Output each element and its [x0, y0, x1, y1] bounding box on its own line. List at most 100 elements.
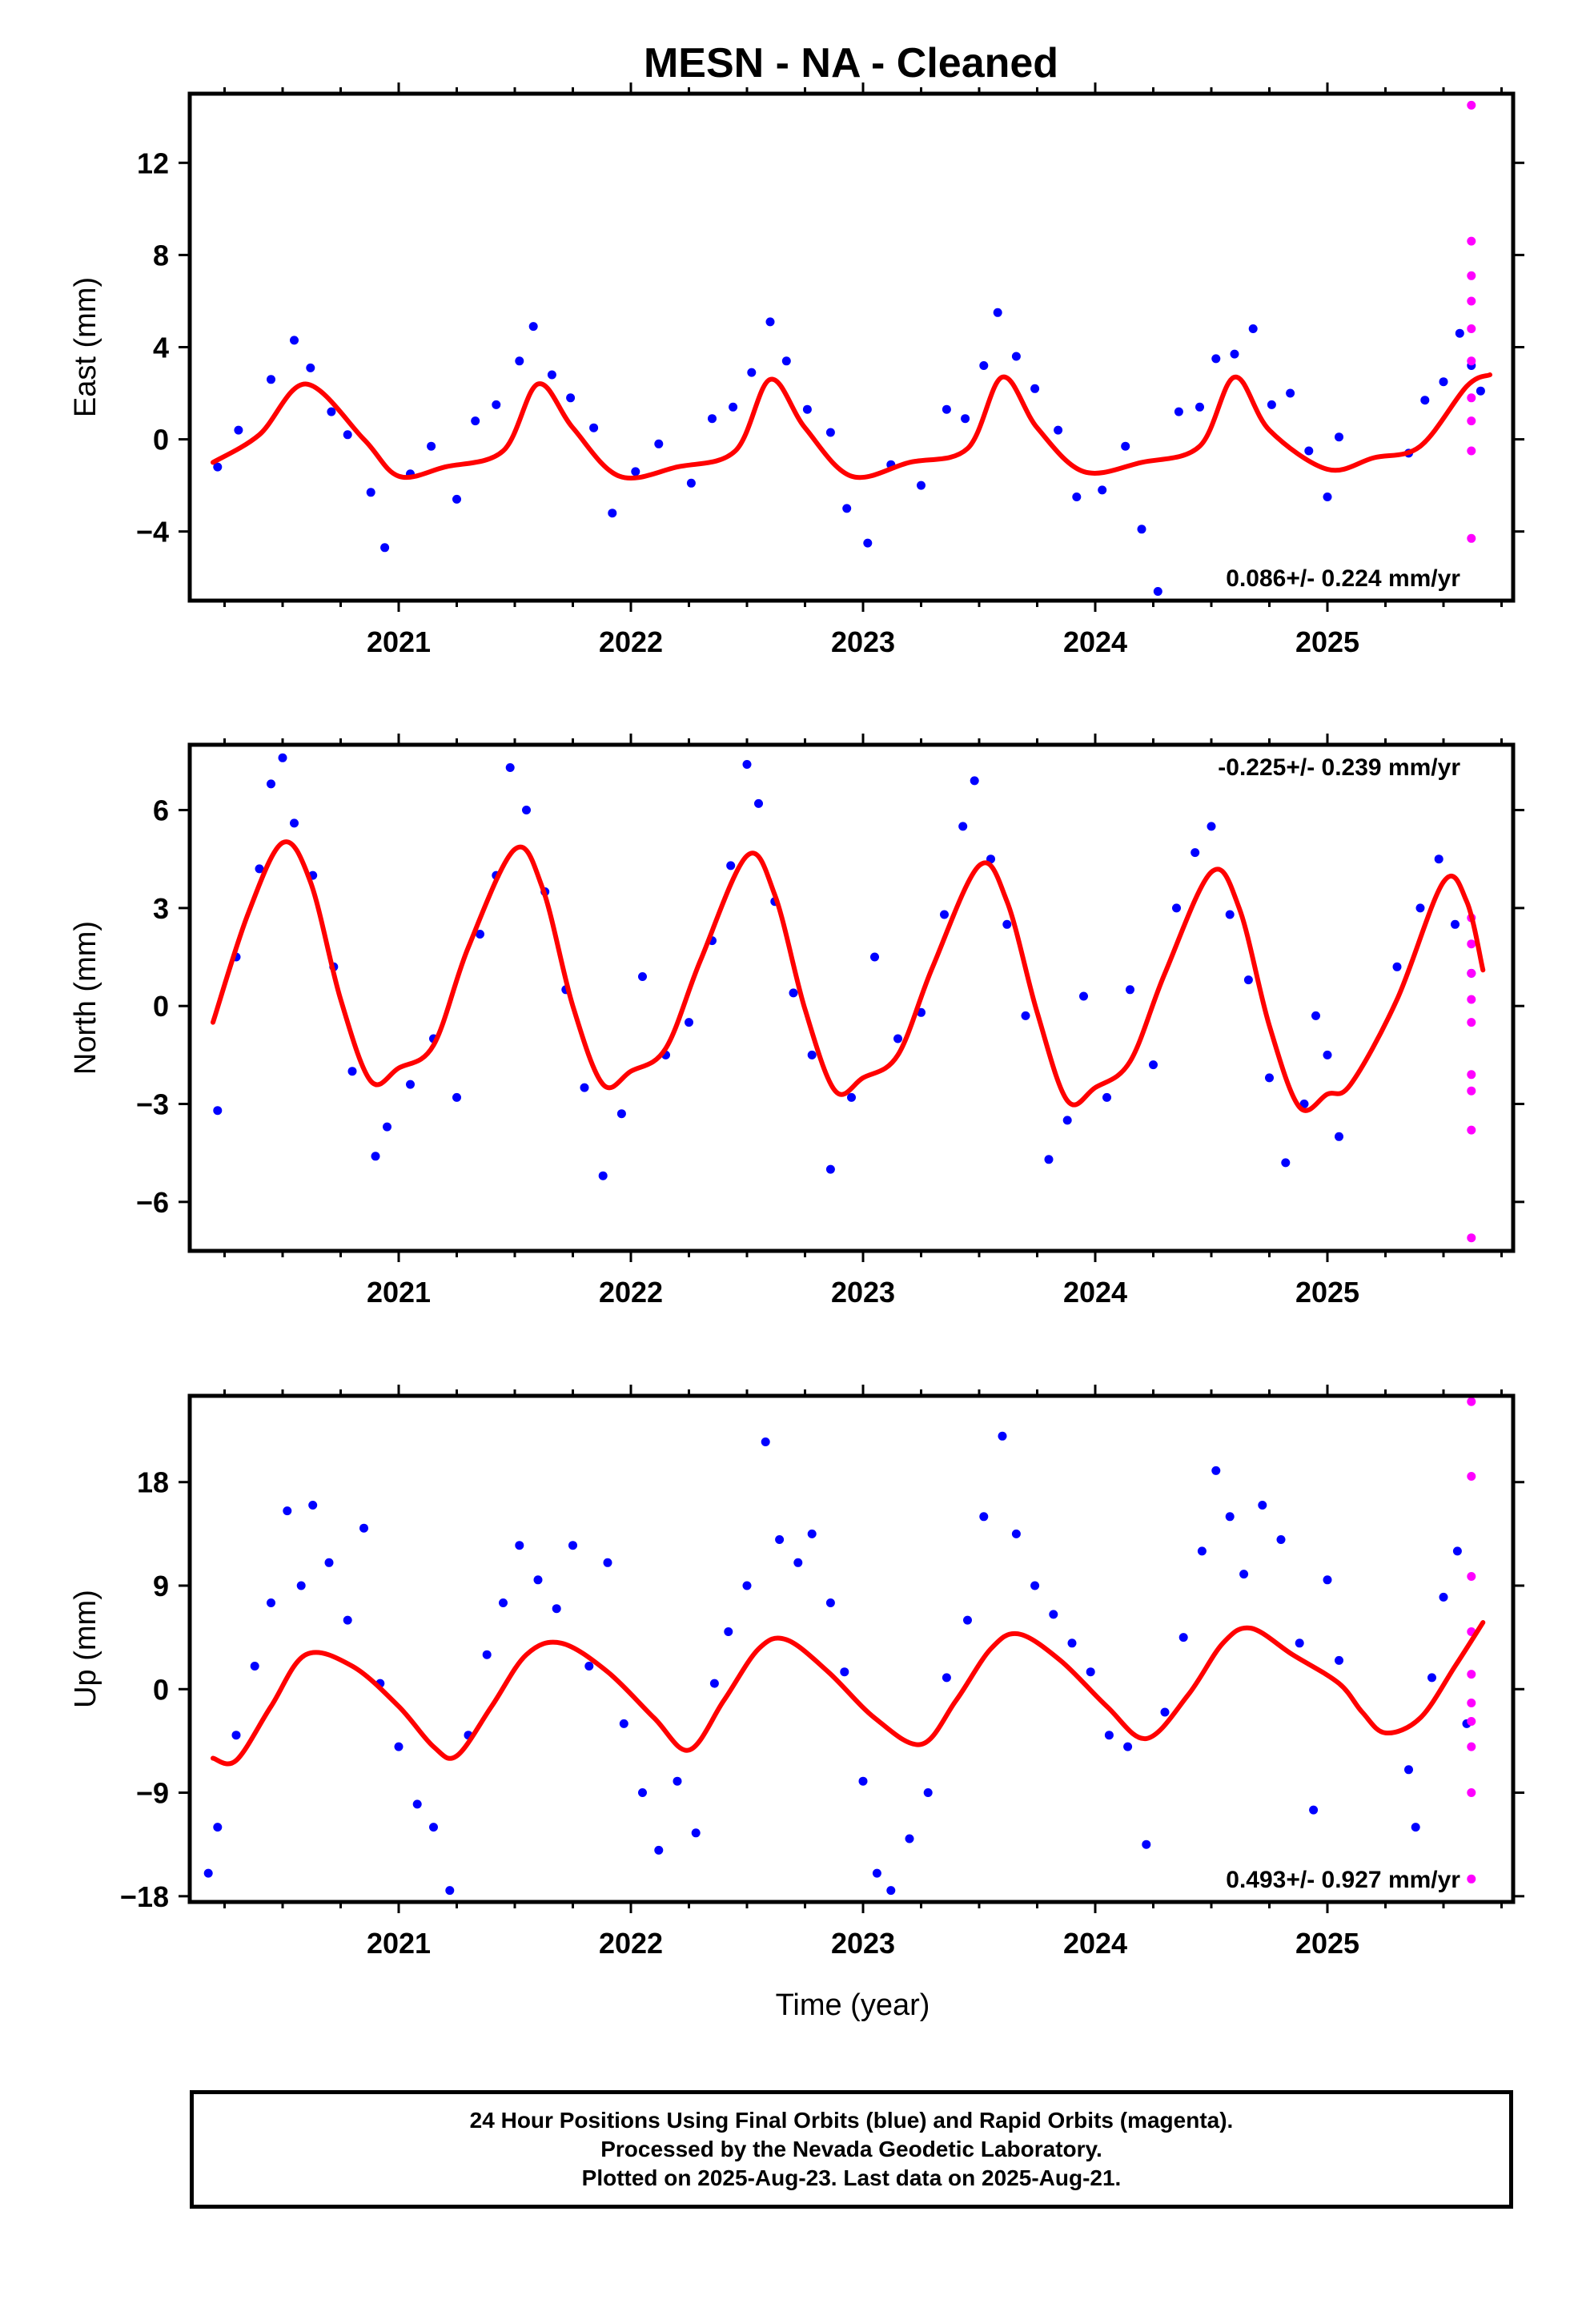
- north-final-point: [1335, 1132, 1343, 1141]
- up-final-point: [1258, 1501, 1267, 1510]
- east-final-point: [566, 393, 576, 403]
- north-final-point: [290, 818, 299, 828]
- up-y-tick-label: −18: [120, 1880, 169, 1913]
- north-final-points: [213, 753, 1476, 1180]
- north-y-tick-label: −3: [136, 1088, 169, 1121]
- north-final-point: [267, 779, 275, 789]
- east-final-point: [825, 428, 835, 437]
- up-final-point: [691, 1828, 701, 1838]
- north-final-point: [1149, 1060, 1158, 1070]
- up-model-curve: [211, 1620, 1486, 1767]
- up-final-point: [709, 1679, 719, 1688]
- up-x-tick-label: 2022: [599, 1927, 663, 1960]
- east-final-point: [1072, 493, 1082, 501]
- east-final-points: [213, 308, 1485, 596]
- east-rapid-point: [1467, 533, 1476, 543]
- up-rapid-point: [1467, 1397, 1476, 1406]
- north-final-point: [406, 1080, 415, 1089]
- north-final-point: [940, 910, 949, 919]
- north-x-tick-label: 2024: [1063, 1276, 1127, 1309]
- north-final-point: [1299, 1100, 1309, 1108]
- east-final-point: [1248, 324, 1258, 333]
- up-final-point: [942, 1673, 951, 1683]
- east-rapid-point: [1467, 416, 1476, 426]
- north-x-tick-label: 2025: [1295, 1276, 1359, 1309]
- north-final-point: [1172, 903, 1181, 913]
- up-rapid-point: [1467, 1742, 1476, 1751]
- up-final-point: [343, 1615, 352, 1625]
- north-rapid-point: [1467, 968, 1476, 978]
- north-x-tick-label: 2021: [367, 1276, 431, 1309]
- up-final-point: [603, 1558, 612, 1567]
- east-final-point: [1455, 328, 1464, 338]
- east-final-point: [979, 361, 989, 370]
- north-final-point: [685, 1018, 693, 1027]
- east-final-point: [1137, 525, 1146, 534]
- east-final-point: [1153, 587, 1162, 596]
- up-final-point: [1104, 1731, 1114, 1740]
- north-final-point: [383, 1122, 391, 1132]
- up-y-axis-label: Up (mm): [69, 1590, 102, 1708]
- up-final-point: [858, 1776, 868, 1786]
- east-final-point: [842, 504, 852, 513]
- north-final-point: [870, 952, 879, 962]
- east-final-point: [471, 416, 480, 426]
- up-final-point: [203, 1868, 213, 1878]
- up-rapid-point: [1467, 1472, 1476, 1481]
- up-final-point: [1142, 1839, 1151, 1849]
- up-final-point: [445, 1886, 455, 1896]
- north-final-point: [522, 806, 531, 814]
- up-final-point: [283, 1506, 292, 1516]
- x-axis-label: Time (year): [776, 1988, 930, 2022]
- up-final-point: [1225, 1512, 1235, 1522]
- up-y-tick-label: 0: [153, 1673, 169, 1706]
- up-plot-frame: [187, 1393, 1516, 1904]
- north-final-point: [1126, 985, 1134, 995]
- north-final-point: [371, 1152, 380, 1161]
- up-final-point: [552, 1604, 561, 1614]
- up-final-point: [394, 1742, 404, 1751]
- east-final-point: [528, 322, 538, 332]
- up-final-point: [619, 1719, 628, 1728]
- east-rapid-point: [1467, 446, 1476, 456]
- east-final-point: [686, 478, 696, 488]
- east-final-point: [1286, 388, 1295, 398]
- east-final-point: [631, 467, 640, 476]
- north-final-point: [1044, 1155, 1054, 1164]
- up-final-point: [308, 1501, 318, 1510]
- up-final-point: [761, 1437, 770, 1446]
- up-final-point: [638, 1788, 647, 1797]
- east-final-point: [765, 317, 775, 327]
- east-final-point: [1323, 493, 1332, 501]
- north-final-point: [789, 988, 798, 998]
- north-final-point: [1102, 1092, 1111, 1102]
- up-final-point: [1086, 1667, 1095, 1677]
- east-final-point: [747, 368, 757, 377]
- up-final-point: [213, 1823, 223, 1832]
- up-y-tick-label: 9: [153, 1570, 169, 1602]
- up-final-point: [296, 1581, 306, 1590]
- up-final-point: [1452, 1546, 1462, 1556]
- east-y-tick-label: 12: [137, 147, 169, 179]
- up-final-point: [1411, 1823, 1420, 1832]
- up-final-point: [533, 1575, 543, 1585]
- north-final-point: [1265, 1073, 1274, 1083]
- up-final-point: [482, 1650, 492, 1659]
- north-final-point: [1225, 910, 1235, 919]
- east-y-tick-label: −4: [136, 516, 169, 549]
- up-final-point: [1011, 1529, 1021, 1538]
- east-x-tick-label: 2023: [831, 625, 895, 658]
- up-final-point: [250, 1662, 259, 1671]
- north-final-point: [1392, 962, 1402, 971]
- east-final-point: [589, 423, 599, 432]
- up-rapid-point: [1467, 1788, 1476, 1797]
- up-final-point: [584, 1662, 594, 1671]
- north-rapid-points: [1467, 913, 1476, 1243]
- north-final-point: [825, 1164, 835, 1174]
- up-panel: −18 −9 0 9 18 2021 2022 2023 2024 2025 Up (mm) 0.49…: [69, 1385, 1524, 1960]
- east-final-point: [1054, 425, 1063, 435]
- north-final-point: [1002, 919, 1012, 929]
- east-final-point: [343, 430, 352, 440]
- north-final-point: [255, 864, 264, 874]
- east-final-point: [654, 439, 664, 448]
